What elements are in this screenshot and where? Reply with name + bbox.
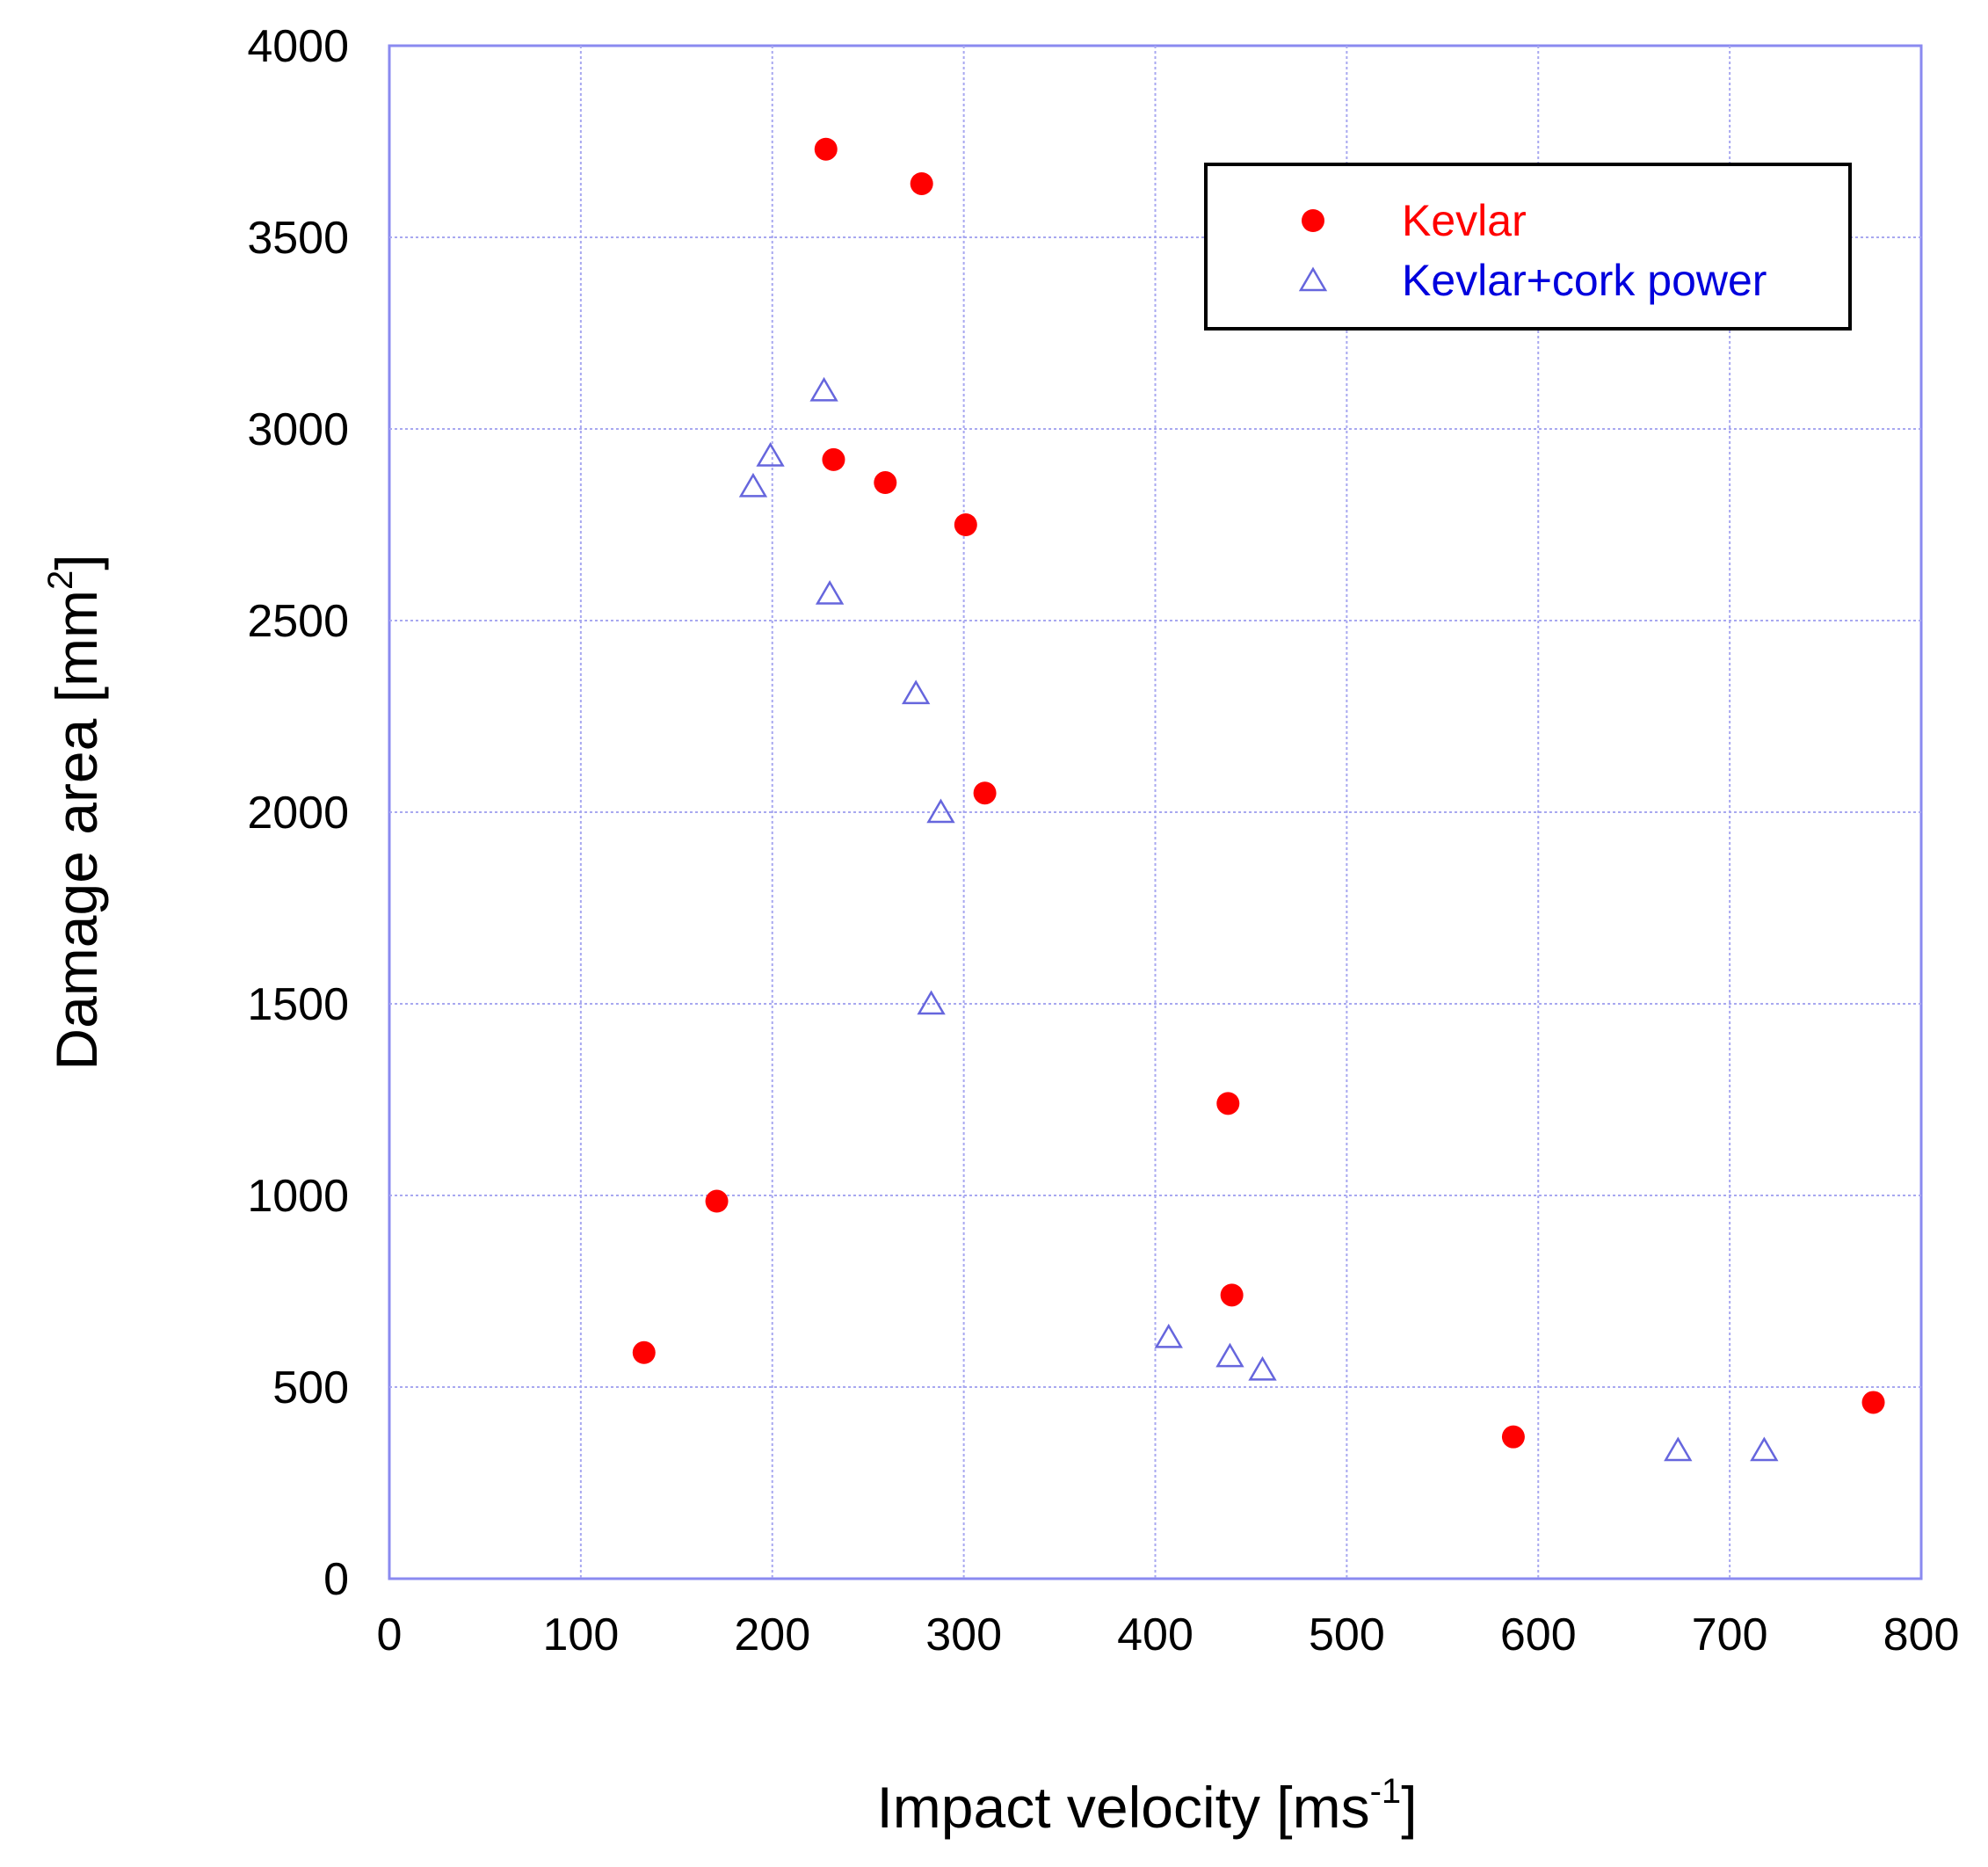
point-kevlar-cork	[926, 798, 955, 824]
legend-label-kevlar: Kevlar	[1402, 196, 1527, 245]
x-tick-label: 100	[542, 1609, 619, 1660]
y-tick-label: 2000	[247, 788, 349, 839]
point-kevlar-cork	[901, 679, 931, 705]
x-tick-label: 200	[734, 1609, 810, 1660]
point-kevlar-cork	[756, 442, 785, 467]
point-kevlar	[1220, 1283, 1244, 1307]
y-tick-label: 1000	[247, 1171, 349, 1222]
point-kevlar	[874, 471, 897, 495]
x-axis-title: Impact velocity [ms-1]	[876, 1772, 1417, 1840]
x-tick-label: 500	[1309, 1609, 1385, 1660]
y-tick-label: 3000	[247, 404, 349, 455]
point-kevlar-cork	[1664, 1436, 1693, 1462]
y-axis-ticks: 0 500 1000 1500 2000 2500 3000 3500 4000	[247, 21, 349, 1605]
point-kevlar	[705, 1189, 729, 1213]
legend: Kevlar Kevlar+cork power	[1204, 163, 1852, 331]
legend-marker-kevlar	[1302, 209, 1324, 232]
y-tick-label: 4000	[247, 21, 349, 72]
x-tick-label: 0	[377, 1609, 403, 1660]
x-axis-title-end: ]	[1401, 1775, 1417, 1840]
x-tick-label: 300	[925, 1609, 1002, 1660]
y-tick-label: 0	[323, 1554, 349, 1605]
point-kevlar-cork	[809, 376, 838, 402]
point-kevlar-cork	[1750, 1436, 1779, 1462]
y-tick-label: 2500	[247, 596, 349, 647]
point-kevlar	[814, 137, 838, 161]
point-kevlar	[632, 1340, 656, 1364]
grid	[389, 46, 1921, 1579]
point-kevlar-cork	[1215, 1342, 1244, 1368]
point-kevlar-cork	[1248, 1355, 1277, 1381]
y-tick-label: 3500	[247, 213, 349, 264]
y-axis-title-end: ]	[44, 554, 109, 570]
point-kevlar-cork	[815, 579, 845, 605]
legend-label-kevlar-cork: Kevlar+cork power	[1402, 256, 1767, 305]
x-tick-label: 800	[1883, 1609, 1960, 1660]
x-tick-label: 600	[1500, 1609, 1577, 1660]
legend-marker-kevlar-cork	[1298, 266, 1328, 292]
point-kevlar-cork	[738, 472, 768, 498]
legend-frame	[1204, 163, 1852, 331]
point-kevlar-cork	[1154, 1323, 1183, 1348]
point-kevlar	[1861, 1391, 1885, 1414]
y-tick-label: 500	[272, 1362, 349, 1413]
y-axis-title-main: Damage area [mm	[44, 590, 109, 1071]
y-axis-title-superscript: 2	[41, 570, 80, 590]
x-axis-title-superscript: -1	[1370, 1772, 1402, 1811]
point-kevlar	[954, 513, 977, 536]
x-tick-label: 400	[1117, 1609, 1194, 1660]
point-kevlar	[910, 171, 933, 195]
x-axis-title-main: Impact velocity [ms	[876, 1775, 1369, 1840]
point-kevlar	[822, 447, 845, 471]
data-points	[632, 137, 1885, 1462]
point-kevlar	[1501, 1425, 1525, 1449]
x-tick-label: 700	[1692, 1609, 1768, 1660]
x-axis-ticks: 0 100 200 300 400 500 600 700 800	[377, 1609, 1960, 1660]
y-axis-title: Damage area [mm2]	[41, 554, 109, 1070]
y-tick-label: 1500	[247, 979, 349, 1030]
point-kevlar	[1216, 1092, 1240, 1115]
point-kevlar	[973, 781, 997, 805]
point-kevlar-cork	[917, 990, 946, 1015]
